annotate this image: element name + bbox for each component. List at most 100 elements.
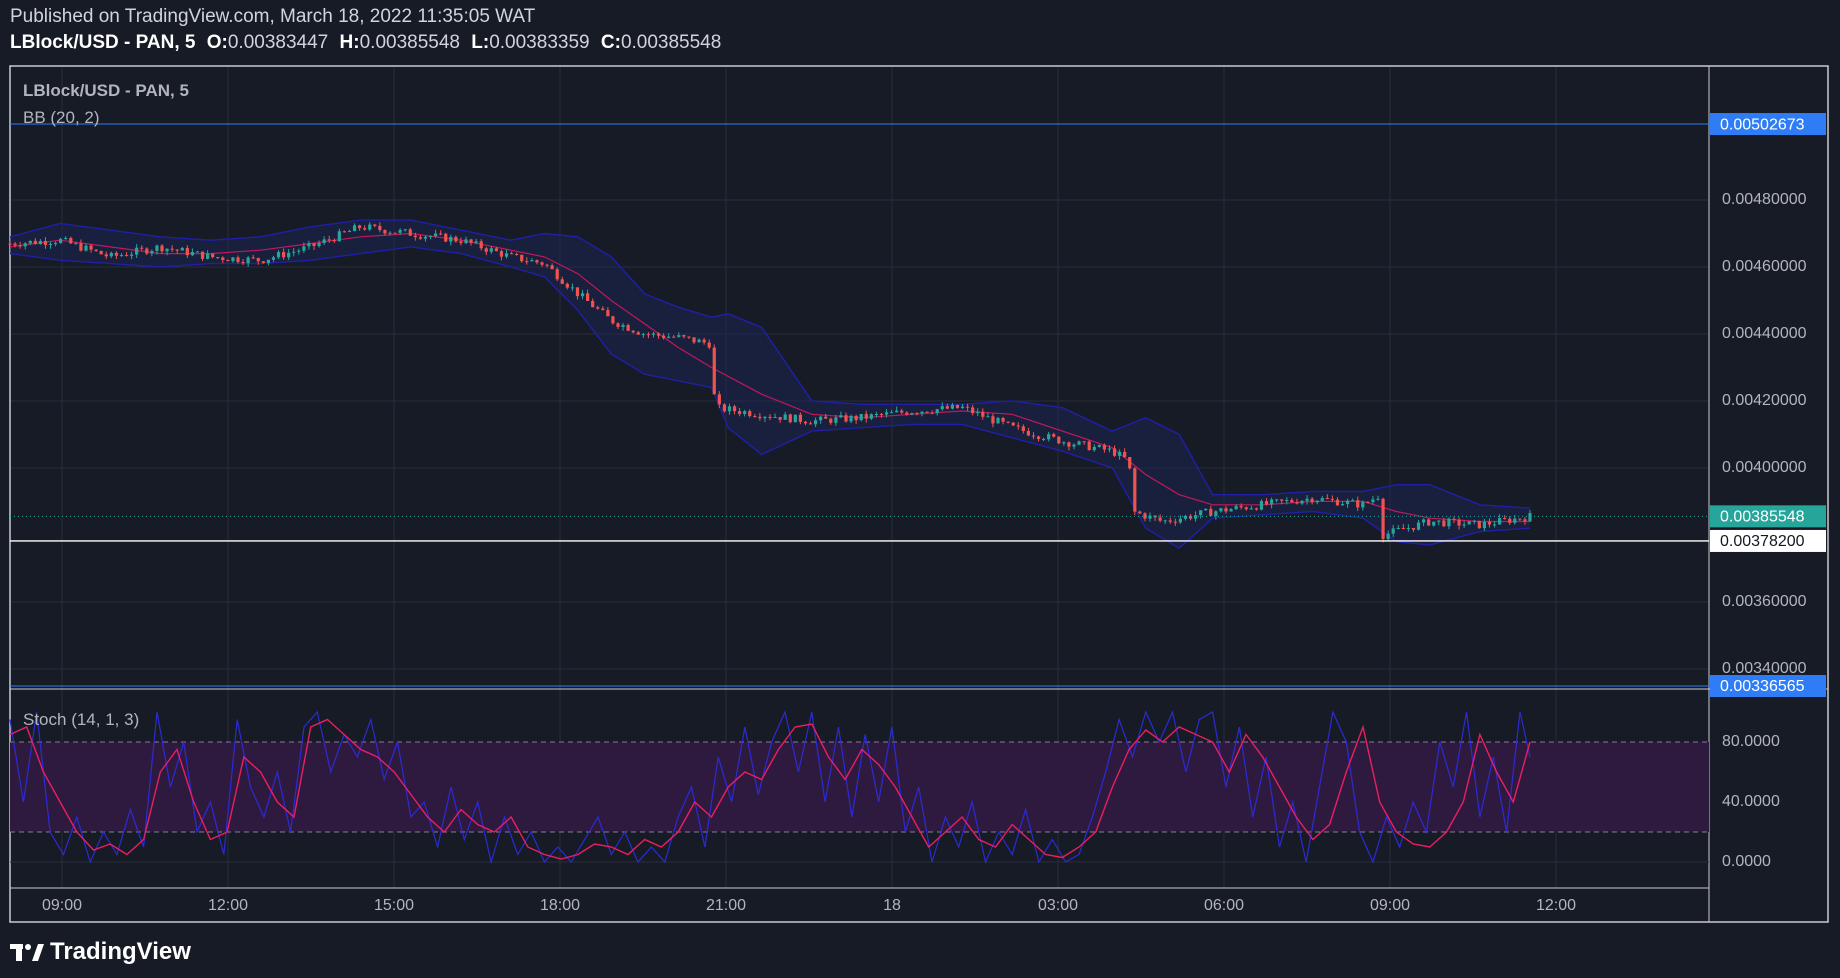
candle-body	[1158, 517, 1162, 521]
candle-body	[332, 239, 336, 242]
candle-body	[1031, 435, 1036, 437]
candle-body	[282, 252, 286, 258]
candle-body	[935, 409, 939, 414]
candle-body	[1285, 500, 1289, 502]
tradingview-logo-icon	[10, 944, 44, 961]
high-price-tag-bg	[1710, 113, 1826, 136]
candle-body	[1452, 518, 1456, 520]
candle-body	[763, 416, 767, 419]
time-tick-7: 06:00	[1204, 897, 1244, 914]
stoch-lines	[9, 709, 1531, 865]
candle-body	[388, 232, 392, 234]
candle-body	[1528, 513, 1532, 522]
candle-body	[266, 259, 270, 264]
candle-body	[368, 224, 372, 230]
candle-body	[890, 412, 894, 414]
time-axis[interactable]: 09:00 12:00 15:00 18:00 21:00 18 03:00 06:00 09:…	[42, 897, 1576, 914]
candle-body	[383, 230, 387, 234]
candle-body	[256, 257, 260, 262]
candle-body	[464, 239, 468, 244]
candle-body	[1219, 508, 1223, 512]
candle-body	[1143, 513, 1147, 519]
price-axis[interactable]: 0.00480000 0.00460000 0.00440000 0.00420000…	[1710, 113, 1826, 697]
candle-body	[449, 236, 453, 242]
candle-body	[575, 287, 580, 297]
candle-body	[748, 411, 752, 417]
candle-body	[596, 307, 600, 309]
open-label: O:	[206, 32, 228, 53]
candle-body	[520, 254, 524, 262]
legend-symbol: LBlock/USD - PAN, 5	[23, 81, 189, 100]
candle-body	[347, 231, 352, 233]
candle-body	[109, 252, 113, 257]
candle-body	[231, 257, 235, 262]
candle-body	[920, 411, 924, 414]
candle-body	[515, 253, 519, 255]
candle-body	[1518, 518, 1522, 520]
candle-body	[276, 252, 281, 258]
high-value: 0.00385548	[359, 32, 460, 53]
candle-body	[1112, 448, 1117, 456]
candle-body	[722, 404, 726, 412]
candle-body	[824, 416, 828, 419]
candle-body	[1325, 498, 1329, 500]
candle-body	[1239, 506, 1243, 508]
candle-body	[591, 300, 595, 308]
candle-body	[682, 335, 686, 337]
candle-body	[1406, 527, 1410, 530]
candle-body	[1340, 504, 1345, 506]
candle-body	[195, 251, 200, 253]
candle-body	[1275, 499, 1279, 501]
candle-body	[1477, 520, 1481, 529]
low-price-tag-bg	[1710, 675, 1826, 697]
candle-body	[1209, 508, 1213, 516]
candle-body	[79, 243, 83, 251]
candle-body	[783, 414, 787, 420]
candle-body	[960, 406, 965, 409]
candle-body	[768, 416, 772, 418]
tradingview-logo[interactable]: TradingView	[10, 938, 191, 966]
candle-body	[1381, 498, 1385, 539]
legend-bb[interactable]: BB (20, 2)	[23, 108, 100, 127]
candle-body	[1416, 522, 1421, 530]
candle-body	[1492, 524, 1497, 526]
candle-body	[829, 418, 833, 423]
candle-body	[646, 334, 650, 336]
candle-body	[1067, 442, 1071, 447]
price-chart[interactable]: 0.00480000 0.00460000 0.00440000 0.00420000…	[0, 0, 1840, 930]
candle-body	[976, 411, 980, 414]
candle-body	[1300, 500, 1304, 504]
candle-body	[307, 243, 311, 247]
candle-body	[54, 243, 58, 245]
candle-body	[738, 411, 742, 414]
candle-body	[226, 260, 230, 262]
ohlc-symbol: LBlock/USD - PAN, 5	[10, 32, 196, 53]
legend-stoch[interactable]: Stoch (14, 1, 3)	[23, 710, 139, 729]
stoch-k-line	[9, 709, 1531, 865]
candle-body	[1229, 509, 1233, 512]
candle-body	[905, 412, 909, 415]
candle-body	[1188, 515, 1193, 519]
candle-body	[971, 407, 975, 414]
candle-body	[758, 416, 762, 419]
candle-body	[1042, 438, 1046, 440]
candle-body	[444, 233, 448, 242]
candle-body	[241, 262, 245, 264]
bb-upper	[9, 219, 1531, 509]
candle-body	[459, 241, 463, 244]
candle-body	[879, 414, 884, 416]
candle-body	[251, 257, 255, 259]
price-tick-5: 0.00360000	[1722, 593, 1807, 610]
candle-body	[454, 236, 458, 242]
candle-body	[839, 415, 843, 418]
candle-body	[484, 248, 488, 252]
candle-body	[1432, 521, 1436, 526]
candle-body	[1361, 502, 1365, 508]
candle-body	[986, 416, 990, 418]
candle-body	[626, 324, 630, 331]
candle-body	[221, 257, 225, 261]
candle-body	[312, 243, 316, 247]
time-tick-4: 21:00	[706, 897, 746, 914]
candle-body	[819, 416, 823, 421]
candle-body	[743, 411, 747, 414]
